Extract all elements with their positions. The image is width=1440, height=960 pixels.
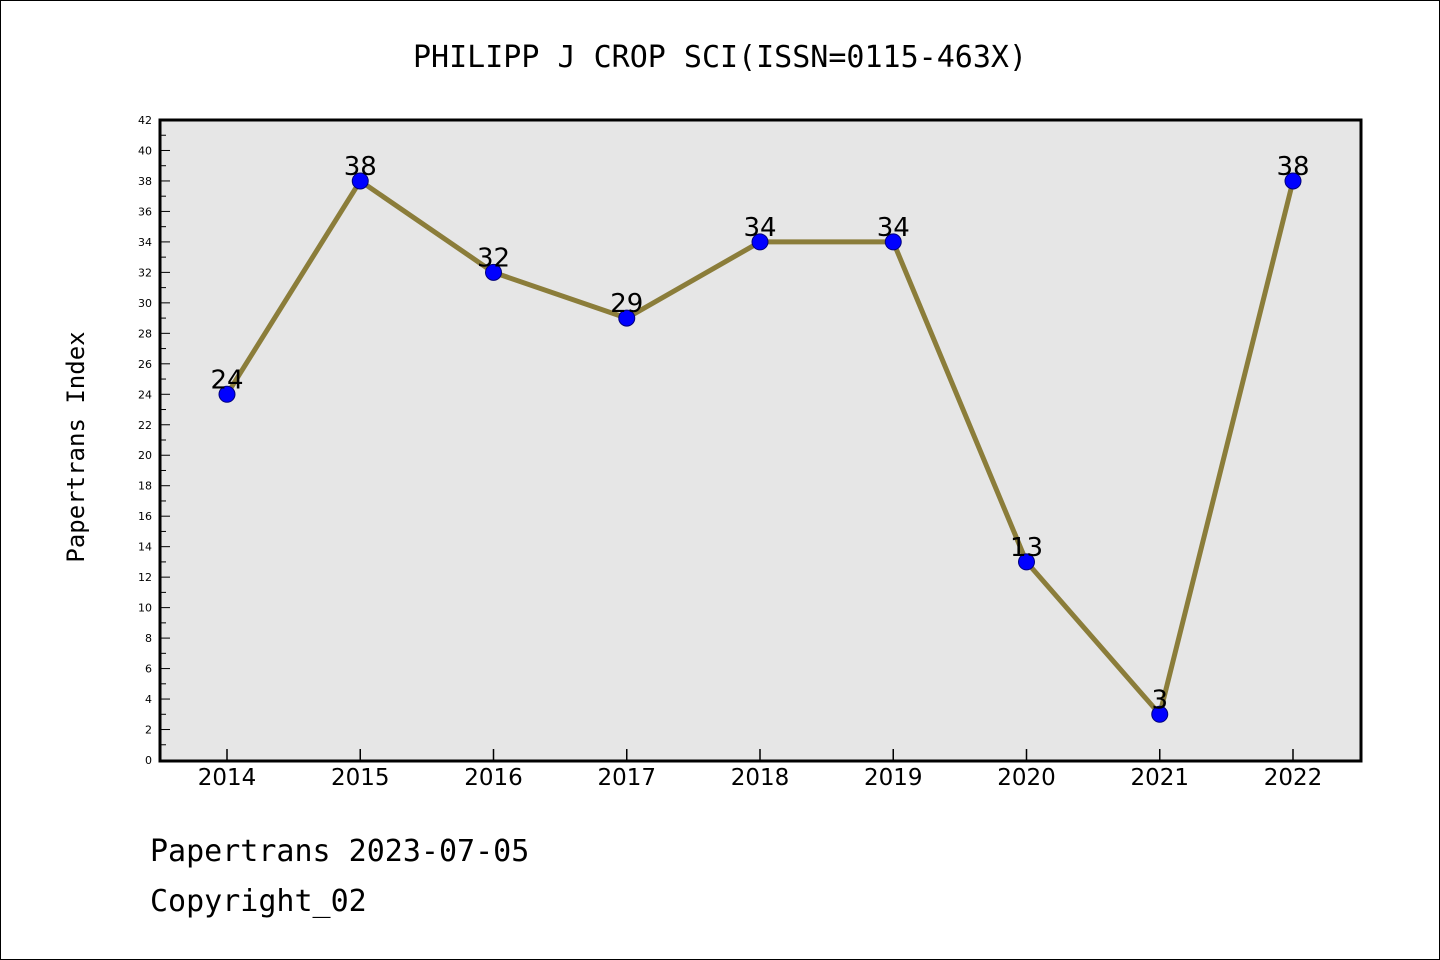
y-tick-label: 24 [138, 388, 152, 401]
data-label: 13 [1010, 533, 1043, 563]
x-tick-label: 2016 [464, 765, 523, 791]
data-label: 3 [1151, 685, 1168, 715]
data-point [1151, 705, 1169, 723]
data-label: 38 [1276, 152, 1309, 182]
y-tick-label: 8 [145, 632, 152, 645]
x-tick-label: 2015 [331, 765, 390, 791]
y-tick-label: 20 [138, 449, 152, 462]
x-tick-label: 2022 [1264, 765, 1323, 791]
y-tick-label: 16 [138, 510, 152, 523]
x-tick-label: 2021 [1130, 765, 1189, 791]
data-point [218, 385, 236, 403]
data-label: 34 [743, 213, 776, 243]
plot-border [158, 118, 1363, 763]
x-tick-label: 2020 [997, 765, 1056, 791]
y-tick-label: 22 [138, 419, 152, 432]
y-tick-label: 40 [138, 144, 152, 157]
y-tick-label: 12 [138, 571, 152, 584]
y-tick-label: 18 [138, 480, 152, 493]
data-point [485, 263, 502, 281]
y-tick-label: 0 [145, 754, 152, 767]
footer-copyright: Copyright_02 [150, 884, 367, 919]
y-tick-label: 6 [145, 663, 152, 676]
x-tick-label: 2017 [597, 765, 656, 791]
footer-date: Papertrans 2023-07-05 [150, 834, 530, 869]
y-tick-label: 42 [138, 114, 152, 127]
data-point [618, 309, 636, 327]
y-tick-label: 38 [138, 175, 152, 188]
y-tick-label: 32 [138, 266, 152, 279]
data-point [1018, 553, 1035, 571]
data-label: 38 [344, 152, 377, 182]
y-axis-label: Papertrans Index [62, 331, 90, 562]
data-labels: 24 38 32 29 34 34 13 3 38 [210, 152, 1309, 715]
y-tick-label: 30 [138, 297, 152, 310]
y-tick-label: 28 [138, 327, 152, 340]
y-tick-label: 2 [145, 724, 152, 737]
y-tick-label: 4 [145, 693, 152, 706]
x-tick-label: 2014 [198, 765, 257, 791]
y-tick-label: 36 [138, 205, 152, 218]
x-axis: 2014 2015 2016 2017 2018 2019 2020 2021 2022 [198, 749, 1323, 791]
y-tick-label: 26 [138, 358, 152, 371]
chart-title: PHILIPP J CROP SCI(ISSN=0115-463X) [413, 40, 1027, 75]
x-tick-label: 2018 [731, 765, 790, 791]
data-label: 34 [877, 213, 910, 243]
data-point [1284, 172, 1302, 190]
data-point [351, 172, 369, 190]
x-tick-label: 2019 [864, 765, 923, 791]
y-tick-label: 14 [138, 541, 152, 554]
data-label: 32 [477, 243, 510, 273]
plot-area [160, 120, 1361, 761]
data-point [751, 233, 769, 251]
y-tick-label: 10 [138, 602, 152, 615]
data-label: 29 [610, 289, 643, 319]
y-tick-label: 34 [138, 236, 152, 249]
data-point [884, 233, 902, 251]
data-label: 24 [210, 365, 243, 395]
data-points [218, 172, 1302, 723]
